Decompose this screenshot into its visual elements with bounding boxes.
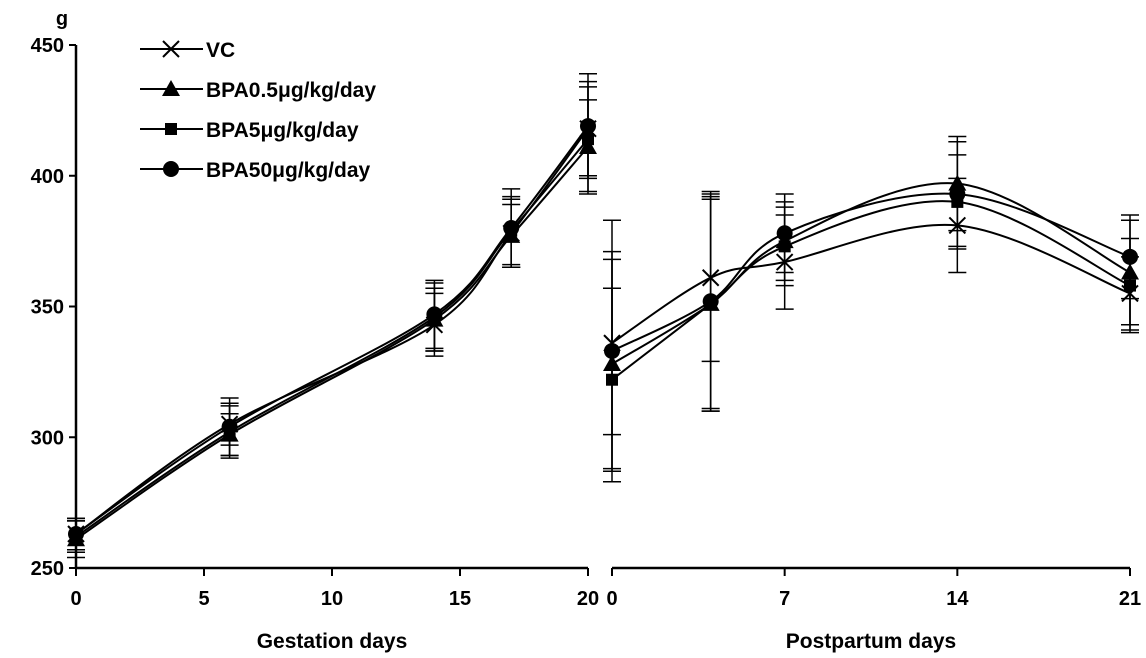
x-tick-label: 14 [946, 588, 969, 610]
legend-marker-stroke-b [162, 40, 180, 58]
legend-entry-triangle: BPA0.5μg/kg/day [140, 79, 376, 102]
panel-1-series-square-line [75, 138, 589, 538]
panel-2-x-axis-label: Postpartum days [786, 630, 956, 653]
data-point [1122, 248, 1138, 265]
panel-2-series-circle [603, 141, 1139, 483]
x-tick-label: 0 [606, 588, 617, 610]
legend-entry-x: VC [140, 39, 235, 62]
panel-2-series-circle-line [611, 192, 1131, 352]
data-point [702, 293, 719, 310]
y-tick-label: 300 [31, 427, 64, 449]
data-point [580, 118, 596, 135]
x-tick-label: 5 [198, 588, 209, 610]
x-tick-label: 10 [321, 588, 343, 610]
legend-label: BPA50μg/kg/day [206, 159, 370, 182]
x-tick-label: 21 [1119, 588, 1141, 610]
y-tick-label: 250 [31, 558, 64, 580]
panel-1-series-circle [67, 73, 597, 551]
x-tick-label: 20 [577, 588, 599, 610]
legend-marker [162, 40, 180, 58]
data-point [426, 306, 443, 323]
data-layer [67, 73, 1139, 559]
legend-marker [165, 123, 177, 135]
legend-marker [163, 161, 179, 177]
y-tick-label: 350 [31, 297, 64, 319]
y-tick-label: 400 [31, 166, 64, 188]
legend-entry-square: BPA5μg/kg/day [140, 119, 359, 142]
panel-1-series-circle-line [75, 125, 589, 535]
y-axis-label: g [56, 8, 68, 30]
data-point [776, 225, 793, 242]
legend-label: BPA5μg/kg/day [206, 119, 359, 142]
y-tick-label: 450 [31, 35, 64, 57]
panel-1-series-triangle-line [75, 146, 589, 541]
panel-1-x-axis-label: Gestation days [257, 630, 408, 653]
data-point [221, 418, 238, 435]
x-tick-label: 7 [779, 588, 790, 610]
legend: VC BPA0.5μg/kg/day BPA5μg/kg/day BPA50μg/kg… [140, 39, 376, 182]
panel-2-series-x-line [611, 223, 1131, 344]
panel-2-series-square-line [611, 200, 1131, 381]
legend-marker [162, 80, 180, 96]
data-point [949, 186, 966, 203]
panel-2-series-triangle [603, 135, 1139, 470]
data-point [68, 526, 84, 543]
panel-2-series-square [603, 154, 1139, 472]
legend-label: BPA0.5μg/kg/day [206, 79, 376, 102]
legend-entry-circle: BPA50μg/kg/day [140, 159, 370, 182]
panel-1-series-x [67, 80, 597, 551]
x-tick-label: 0 [70, 588, 81, 610]
panel-2-series-x [603, 177, 1139, 436]
panel-2-series-triangle-line [611, 182, 1131, 365]
x-tick-label: 15 [449, 588, 471, 610]
data-point [604, 342, 620, 359]
axes: 250 300 350 400 450 g 0 5 10 15 20 Gestation days 0 7… [31, 8, 1142, 653]
data-point [503, 220, 520, 237]
legend-label: VC [206, 39, 235, 62]
